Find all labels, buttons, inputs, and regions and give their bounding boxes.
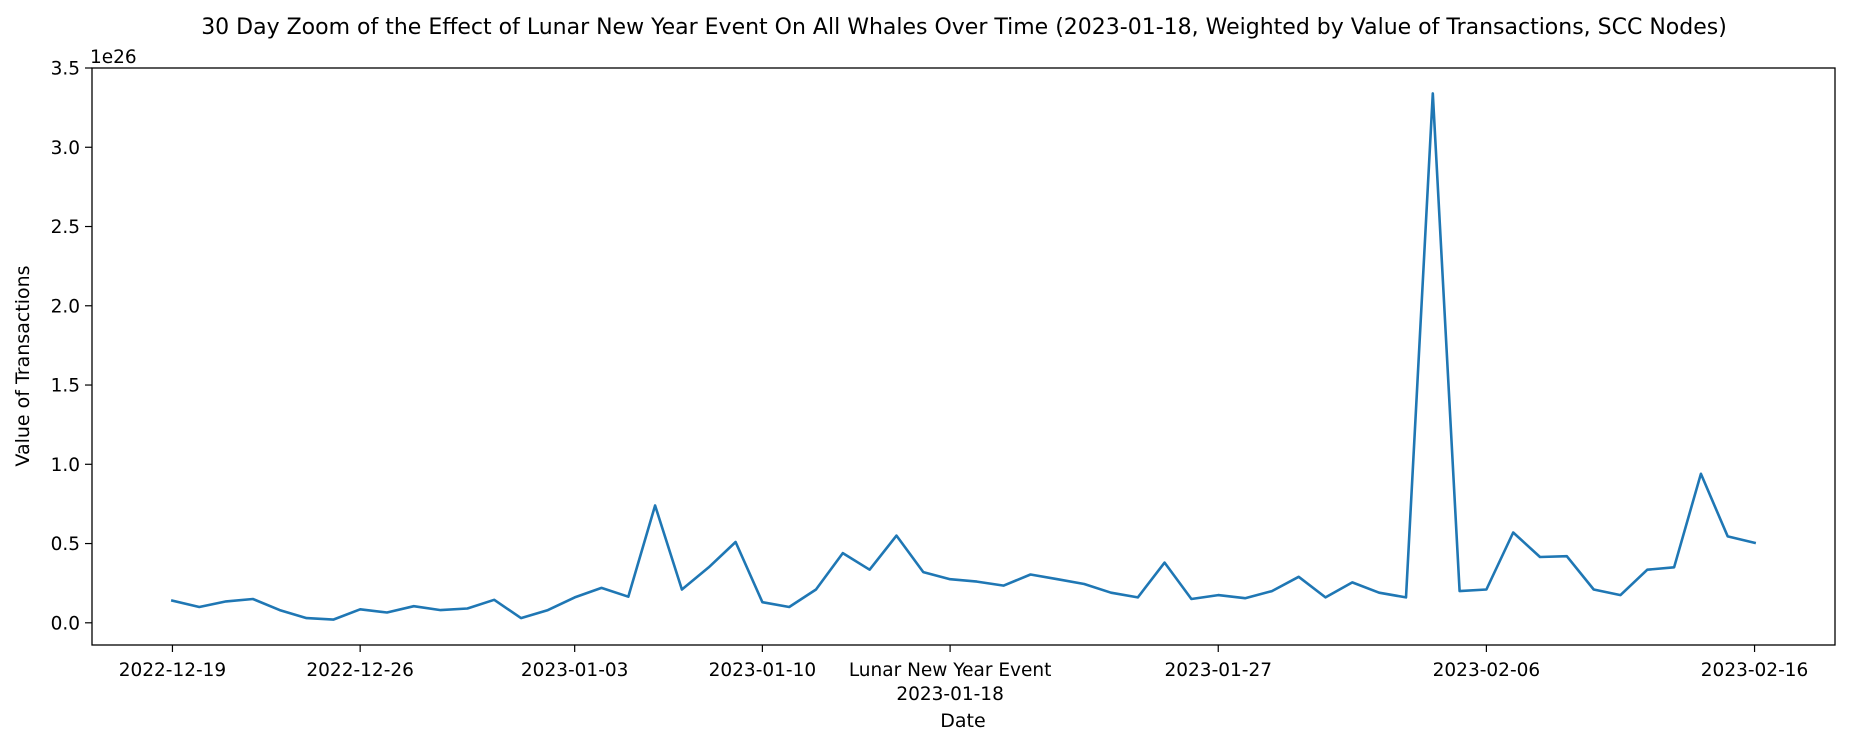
y-tick-label: 2.0 <box>51 296 80 317</box>
x-tick-label: 2022-12-26 <box>306 660 414 681</box>
y-tick-label: 3.5 <box>51 59 80 80</box>
chart-title: 30 Day Zoom of the Effect of Lunar New Y… <box>201 15 1727 40</box>
y-tick-label: 1.0 <box>51 455 80 476</box>
y-axis-ticks: 0.0 0.5 1.0 1.5 2.0 2.5 3.0 3.5 <box>51 59 92 634</box>
x-tick-label: 2023-02-16 <box>1701 660 1809 681</box>
plot-area-frame <box>91 67 1836 646</box>
series-line <box>170 92 1757 621</box>
x-tick-label: 2023-02-06 <box>1433 660 1541 681</box>
x-axis-ticks: 2022-12-19 2022-12-26 2023-01-03 2023-01-10… <box>119 645 1809 705</box>
x-axis-label: Date <box>940 710 985 732</box>
y-axis-offset-text: 1e26 <box>90 47 137 68</box>
y-tick-label: 1.5 <box>51 376 80 397</box>
x-tick-label: 2023-01-27 <box>1164 660 1272 681</box>
y-tick-label: 3.0 <box>51 138 80 159</box>
series-layer <box>170 92 1757 621</box>
x-tick-sublabel: 2023-01-18 <box>896 684 1004 705</box>
x-tick-label: Lunar New Year Event <box>849 660 1052 681</box>
x-tick-label: 2022-12-19 <box>119 660 227 681</box>
y-tick-label: 0.0 <box>51 613 80 634</box>
x-tick-label: 2023-01-03 <box>521 660 629 681</box>
x-tick-label: 2023-01-10 <box>709 660 817 681</box>
y-axis-label: Value of Transactions <box>12 265 34 466</box>
y-tick-label: 0.5 <box>51 534 80 555</box>
y-tick-label: 2.5 <box>51 217 80 238</box>
